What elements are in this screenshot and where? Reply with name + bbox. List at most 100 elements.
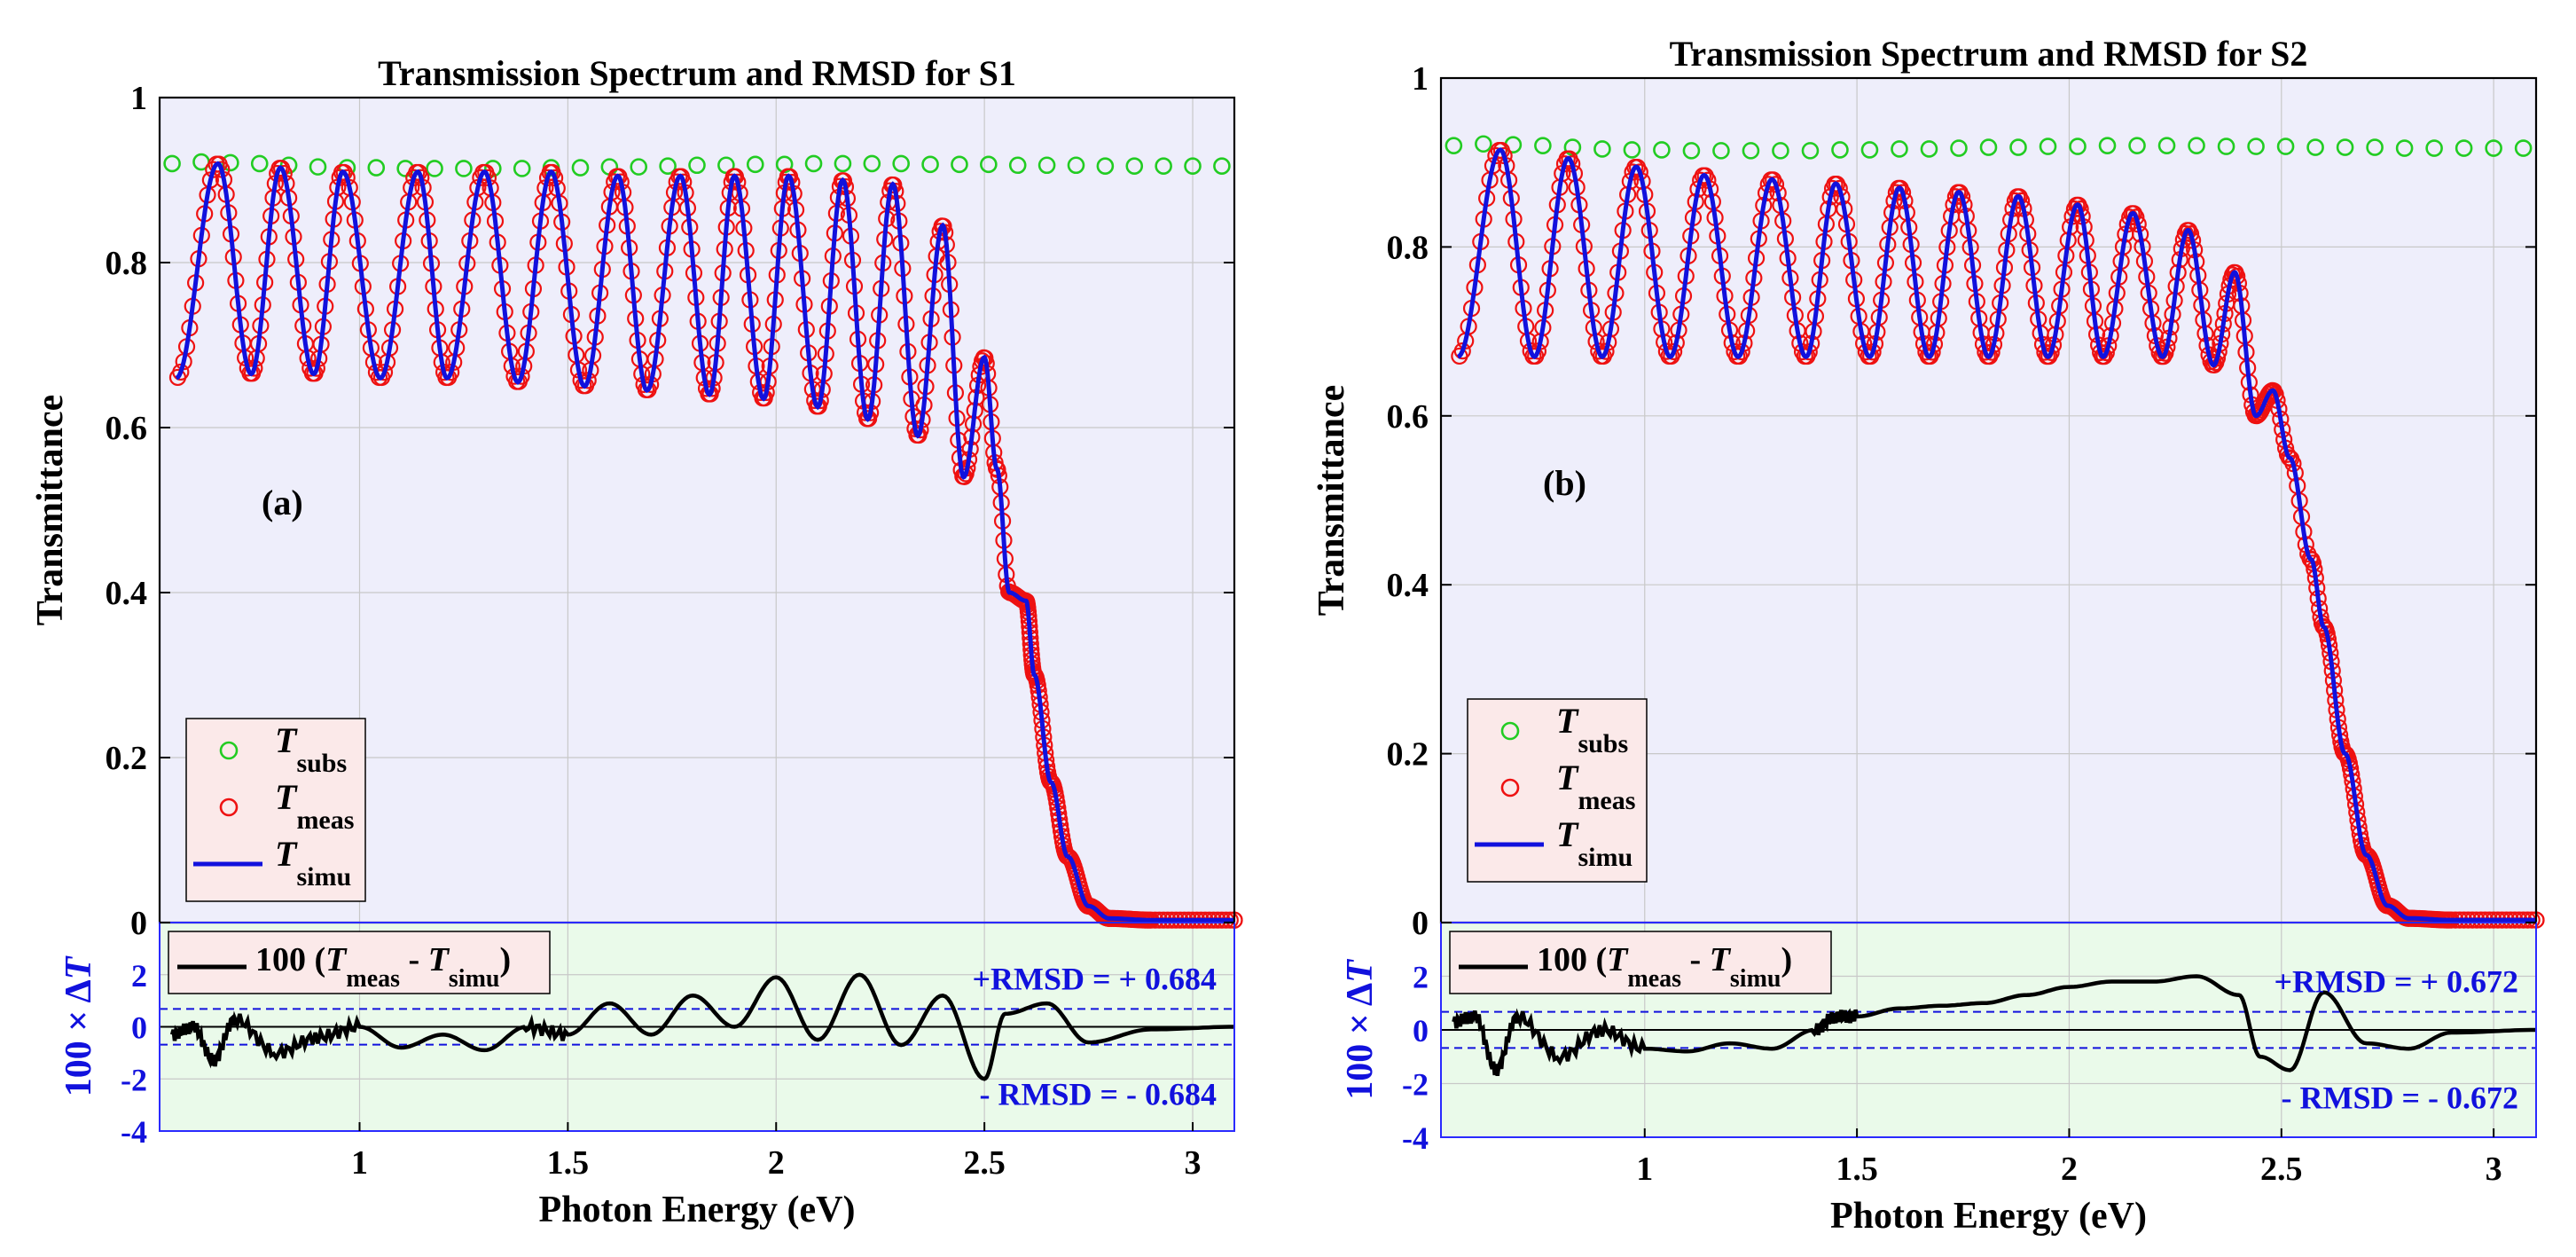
panel-label: (b): [1543, 463, 1586, 503]
T-subs-point: [1979, 138, 1998, 156]
T-subs-point: [2276, 137, 2295, 155]
resid-y-axis-label: 100 × ΔT: [59, 955, 99, 1096]
x-tick-label: 1: [1636, 1151, 1653, 1188]
legend-label-subs: Tsubs: [1556, 701, 1628, 758]
y-axis-label: Transmittance: [1311, 385, 1352, 617]
T-meas-point: [2095, 348, 2113, 365]
resid-legend-s1: meas: [1627, 965, 1681, 993]
rmsd-plus-label: +RMSD = + 0.672: [2274, 964, 2518, 1000]
T-subs-point: [426, 160, 443, 177]
resid-legend-prefix: 100 (: [1537, 941, 1607, 978]
x-tick-label: 3: [2486, 1151, 2502, 1188]
T-subs-point: [2039, 137, 2057, 155]
rmsd-minus-label: - RMSD = - 0.672: [2282, 1080, 2519, 1115]
T-subs-point: [2128, 137, 2146, 154]
T-subs-point: [2485, 139, 2502, 157]
y-tick-label: 1: [130, 80, 147, 117]
y-tick-label: 0.4: [1387, 567, 1429, 604]
T-subs-point: [1213, 157, 1231, 175]
resid-legend-prefix: 100 (: [255, 941, 325, 978]
T-subs-point: [2069, 137, 2087, 155]
T-subs-point: [2306, 138, 2324, 156]
legend-box: [1467, 698, 1648, 883]
resid-legend-suffix: ): [1781, 941, 1792, 978]
T-subs-point: [2514, 139, 2533, 157]
T-subs-point: [2188, 137, 2205, 154]
resid-y-tick-label: -4: [1402, 1120, 1429, 1156]
resid-y-tick-label: 0: [131, 1010, 147, 1046]
T-subs-point: [1155, 157, 1172, 175]
T-subs-point: [688, 156, 706, 175]
resid-legend-label: 100 (Tmeas - Tsimu): [1537, 941, 1792, 993]
T-subs-point: [2395, 139, 2414, 157]
T-subs-point: [1067, 156, 1085, 175]
resid-legend-s2: simu: [449, 965, 500, 993]
T-subs-point: [455, 160, 473, 177]
y-tick-label: 0.6: [106, 410, 148, 447]
T-subs-point: [1125, 157, 1144, 175]
series-T-subs: [1445, 135, 2533, 160]
chart-title: Transmission Spectrum and RMSD for S2: [1670, 34, 2308, 74]
T-subs-point: [1742, 142, 1760, 160]
T-subs-point: [951, 155, 968, 174]
T-meas-point: [1453, 342, 1471, 360]
T-subs-point: [1096, 157, 1115, 175]
legend-T: T: [275, 720, 298, 760]
x-tick-label: 1.5: [547, 1144, 590, 1182]
x-axis-label: Photon Energy (eV): [539, 1190, 856, 1230]
T-subs-point: [892, 154, 910, 173]
residual-axes-box: [159, 922, 1235, 1132]
resid-y-label-T: T: [1340, 958, 1381, 983]
legend-label-meas: Tmeas: [1556, 758, 1635, 815]
y-axis-label: Transmittance: [30, 395, 71, 626]
T-subs-point: [2247, 137, 2265, 155]
resid-y-tick-label: 0: [1413, 1013, 1429, 1049]
T-subs-point: [921, 155, 939, 174]
T-subs-point: [2366, 138, 2384, 156]
T-subs-point: [1801, 142, 1820, 160]
resid-legend-minus: -: [1681, 941, 1710, 978]
resid-y-tick-label: -4: [121, 1114, 147, 1150]
resid-y-label-main: 100 × Δ: [1340, 983, 1381, 1100]
resid-y-label-main: 100 × Δ: [59, 979, 99, 1096]
T-subs-point: [1008, 156, 1027, 175]
T-subs-point: [1037, 156, 1056, 175]
x-tick-label: 2: [2061, 1151, 2078, 1188]
resid-legend-t2: T: [428, 941, 450, 978]
y-tick-label: 0.8: [1387, 229, 1429, 266]
T-meas-point: [2155, 348, 2173, 365]
T-subs-point: [2425, 139, 2443, 157]
legend-marker-meas: [219, 797, 239, 817]
residual-legend: 100 (Tmeas - Tsimu): [1449, 931, 1832, 994]
legend-marker-subs: [1500, 721, 1520, 741]
T-subs-point: [1445, 137, 1463, 154]
T-subs-point: [571, 159, 590, 177]
legend-label-simu: Tsimu: [275, 834, 351, 892]
resid-legend-s1: meas: [346, 965, 400, 993]
x-tick-label: 3: [1185, 1144, 1202, 1182]
resid-y-tick-label: -2: [121, 1062, 147, 1097]
legend-subscript: meas: [296, 805, 354, 835]
legend-subscript: subs: [1578, 729, 1628, 758]
x-tick-label: 2.5: [2260, 1151, 2303, 1188]
y-tick-label: 0.6: [1387, 398, 1429, 436]
resid-legend-label: 100 (Tmeas - Tsimu): [255, 941, 511, 993]
T-subs-point: [513, 160, 531, 177]
x-tick-label: 1.5: [1836, 1151, 1878, 1188]
legend-subscript: subs: [296, 749, 347, 778]
resid-y-tick-label: -2: [1402, 1067, 1429, 1103]
resid-legend-t1: T: [325, 941, 348, 978]
resid-legend-suffix: ): [499, 941, 511, 978]
T-subs-point: [2455, 139, 2473, 157]
resid-legend-s2: simu: [1730, 965, 1781, 993]
legend-subscript: meas: [1578, 786, 1635, 815]
resid-y-axis-label: 100 × ΔT: [1340, 958, 1381, 1100]
T-subs-point: [309, 158, 327, 176]
panel-label: (a): [262, 483, 303, 522]
T-subs-point: [250, 154, 269, 173]
T-subs-point: [1653, 141, 1671, 159]
residual-legend: 100 (Tmeas - Tsimu): [168, 931, 551, 994]
T-subs-point: [1593, 140, 1611, 158]
T-subs-point: [834, 154, 852, 173]
